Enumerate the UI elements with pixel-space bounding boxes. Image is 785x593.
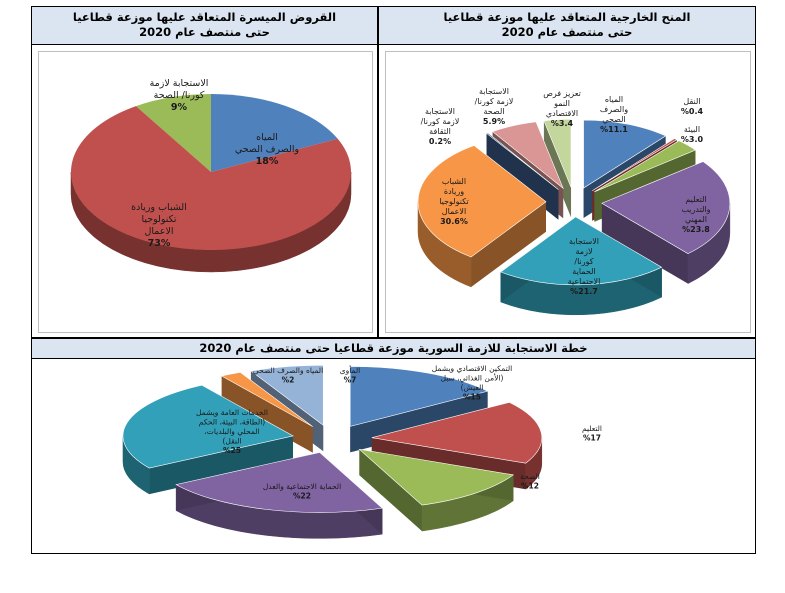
slice-label: الصحة	[520, 472, 540, 481]
slice-label: البيئة	[684, 125, 700, 134]
chart-subtitle: حتى منتصف عام 2020	[501, 25, 633, 39]
slice-label: الاستجابة لازمة كورنا/الحماية الاجتماعية	[568, 237, 601, 286]
slice-label: المياه والصرف الصحي	[235, 132, 299, 155]
chart-title: القروض الميسرة المتعاقد عليها موزعة قطاع…	[72, 10, 337, 24]
loans-chart-header: القروض الميسرة المتعاقد عليها موزعة قطاع…	[32, 7, 377, 45]
chart-title: خطة الاستجابة للازمة السورية موزعة قطاعي…	[199, 341, 588, 355]
loans-plot-area: المياه والصرف الصحي 18% الشباب وريادة تكنولو…	[38, 51, 373, 333]
slice-value-label: %3.0	[681, 135, 704, 144]
slice-label: التمكين الاقتصادي ويشمل (الأمن الغذائي، س…	[432, 364, 512, 392]
pie-slice	[417, 145, 547, 288]
slice-value-label: %12	[521, 482, 539, 491]
slice-value-label: 73%	[148, 238, 171, 249]
response-plan-header: خطة الاستجابة للازمة السورية موزعة قطاعي…	[32, 339, 755, 359]
pie-slice	[122, 384, 294, 495]
pie-slice	[175, 452, 383, 539]
pie-slice	[135, 94, 211, 172]
slice-value-label: 5.9%	[483, 117, 505, 126]
slice-label: الخدمات العامة ويشمل (الطاقة، البيئة، الح…	[196, 408, 268, 446]
slice-label: التعليم والتدريب المهني	[681, 195, 710, 224]
slice-value-label: %3.4	[551, 119, 574, 128]
slice-label: المياه والصرف الصحي	[253, 366, 323, 375]
slice-value-label: 18%	[256, 156, 279, 167]
slice-value-label: %0.4	[681, 107, 704, 116]
slice-value-label: 0.2%	[429, 137, 451, 146]
slice-value-label: %11.1	[600, 125, 628, 134]
slice-label: الحماية الاجتماعية والعدل	[263, 482, 341, 491]
response-plan-chart-panel: خطة الاستجابة للازمة السورية موزعة قطاعي…	[31, 338, 756, 554]
slice-label: الشباب وريادة تكنولوجيا الاعمال	[439, 177, 469, 216]
slice-label: الاستجابة لازمة كورنا/الثقافة	[421, 107, 460, 136]
slice-label: المأوى	[340, 365, 360, 375]
slice-value-label: 9%	[171, 102, 188, 113]
slice-value-label: %15	[463, 393, 481, 402]
pie-slice	[70, 106, 352, 273]
slice-value-label: 30.6%	[440, 217, 468, 226]
chart-subtitle: حتى منتصف عام 2020	[139, 25, 270, 39]
slice-label: تعزيز فرص النمو الاقتصادي	[543, 89, 581, 118]
chart-title: المنح الخارجية المتعاقد عليها موزعة قطاع…	[443, 10, 691, 24]
pie-slice	[500, 216, 663, 316]
slice-label: المياه والصرف الصحي	[600, 95, 628, 124]
slice-value-label: %23.8	[682, 225, 710, 234]
slice-label: الاستجابة لازمة كورنا/ الصحة	[150, 78, 209, 101]
pie-slice	[543, 118, 572, 218]
response-plan-pie-chart: التمكين الاقتصادي ويشمل (الأمن الغذائي، س…	[122, 364, 602, 539]
loans-chart-panel: القروض الميسرة المتعاقد عليها موزعة قطاع…	[31, 6, 378, 338]
slice-value-label: %7	[344, 376, 357, 385]
slice-value-label: %25	[223, 446, 241, 455]
grants-chart-header: المنح الخارجية المتعاقد عليها موزعة قطاع…	[379, 7, 755, 45]
slice-label: التعليم	[582, 424, 602, 433]
pie-slice	[601, 161, 731, 285]
slice-value-label: %17	[583, 434, 601, 443]
slice-label: النقل	[683, 97, 700, 106]
slice-value-label: %21.7	[570, 287, 598, 296]
slice-value-label: %22	[293, 492, 311, 501]
pie-slice	[211, 94, 338, 172]
grants-plot-area: المياه والصرف الصحي %11.1 النقل %0.4 البيئة %3.…	[385, 51, 751, 333]
response-plan-plot-area: التمكين الاقتصادي ويشمل (الأمن الغذائي، س…	[32, 359, 755, 553]
pie-slice	[358, 448, 514, 532]
pie-slice	[220, 372, 313, 453]
grants-chart-panel: المنح الخارجية المتعاقد عليها موزعة قطاع…	[378, 6, 756, 338]
slice-label: الاستجابة لازمة كورنا/الصحة	[475, 87, 514, 116]
slice-label: الشباب وريادة تكنولوجيا الاعمال	[131, 202, 187, 237]
grants-pie-chart: المياه والصرف الصحي%11.1النقل%0.4البيئة%3.…	[417, 87, 731, 316]
slice-value-label: %2	[282, 376, 295, 385]
